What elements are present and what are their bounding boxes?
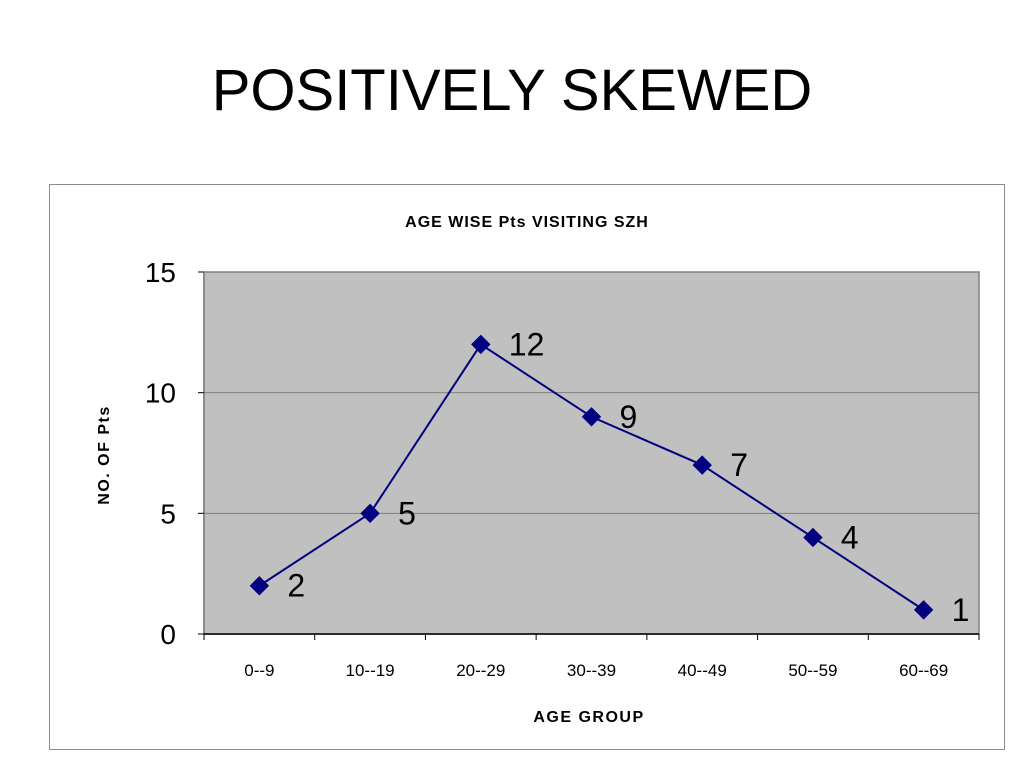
data-point-marker xyxy=(581,407,602,427)
data-point-marker xyxy=(249,576,270,596)
y-tick-label: 5 xyxy=(160,498,176,529)
data-label: 5 xyxy=(398,495,416,531)
x-tick-label: 0--9 xyxy=(244,661,274,680)
chart-title: AGE WISE Pts VISITING SZH xyxy=(405,214,649,231)
data-label: 7 xyxy=(730,447,748,483)
x-tick-label: 20--29 xyxy=(456,661,505,680)
data-point-marker xyxy=(803,527,823,548)
data-label: 2 xyxy=(287,568,305,604)
y-tick-label: 0 xyxy=(160,619,176,650)
x-axis-title: AGE GROUP xyxy=(533,709,644,726)
data-point-marker xyxy=(360,503,380,524)
data-point-marker xyxy=(471,334,491,355)
slide-title: POSITIVELY SKEWED xyxy=(211,58,813,123)
data-point-marker xyxy=(913,600,934,620)
y-tick-label: 15 xyxy=(145,257,176,288)
data-label: 12 xyxy=(509,326,545,362)
y-tick-label: 10 xyxy=(145,378,176,409)
plot-area xyxy=(203,271,980,635)
data-point-marker xyxy=(692,455,712,475)
data-label: 1 xyxy=(952,592,970,628)
x-tick-label: 10--19 xyxy=(346,661,395,680)
x-tick-label: 60--69 xyxy=(899,661,948,680)
data-label: 4 xyxy=(841,519,859,555)
x-tick-label: 50--59 xyxy=(788,661,837,680)
data-label: 9 xyxy=(620,399,638,435)
x-tick-label: 40--49 xyxy=(678,661,727,680)
y-axis-title: NO. OF Pts xyxy=(96,405,113,504)
x-tick-label: 30--39 xyxy=(567,661,616,680)
